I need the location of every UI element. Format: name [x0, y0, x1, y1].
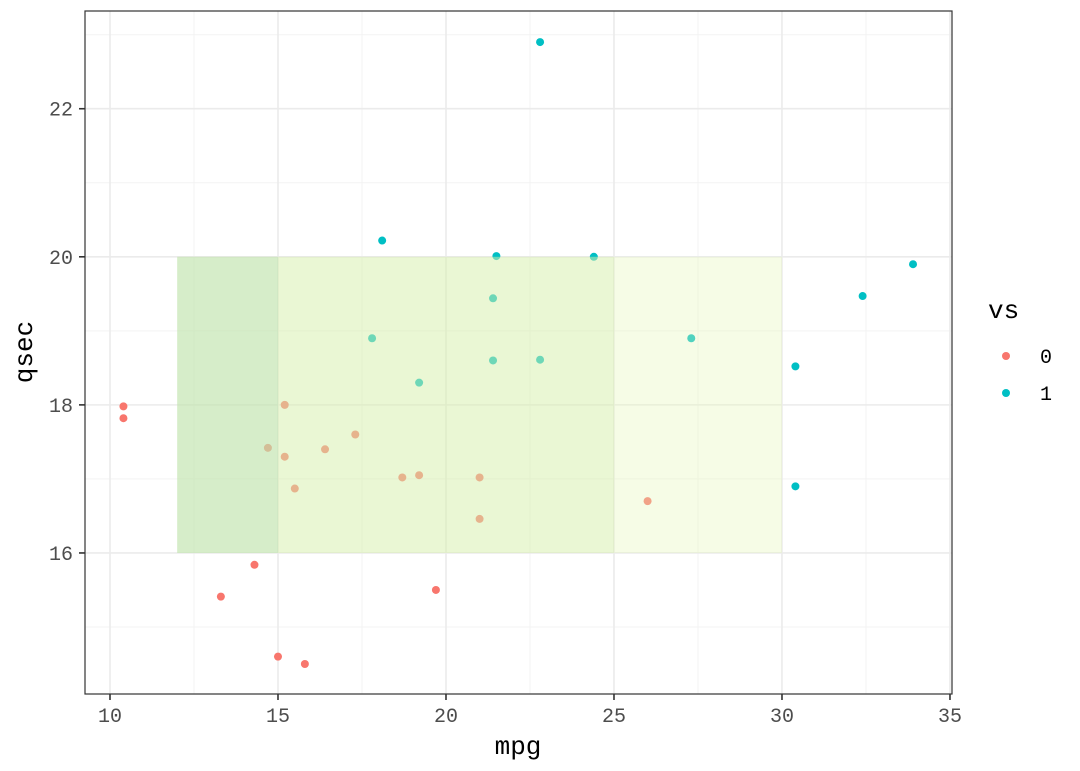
data-point-vs-1 — [791, 362, 800, 371]
data-point-vs-1 — [492, 252, 501, 261]
panel-border — [84, 10, 953, 695]
data-point-vs-0 — [398, 473, 407, 482]
y-tick-label: 20 — [49, 248, 73, 271]
shaded-region — [177, 256, 614, 553]
x-tick-label: 15 — [266, 706, 290, 729]
y-axis: 16 18 20 22 — [49, 100, 85, 567]
data-point-vs-1 — [858, 292, 867, 301]
x-tick-label: 35 — [938, 706, 962, 729]
data-points — [119, 38, 918, 669]
data-point-vs-1 — [368, 334, 377, 343]
data-point-vs-0 — [119, 414, 128, 423]
major-gridlines — [85, 11, 952, 694]
x-axis: 10 15 20 25 30 35 — [98, 694, 962, 729]
legend-key-0 — [1002, 352, 1010, 360]
x-tick-label: 10 — [98, 706, 122, 729]
y-axis-title: qsec — [10, 321, 40, 383]
data-point-vs-1 — [909, 260, 918, 269]
shaded-regions — [177, 256, 782, 553]
data-point-vs-1 — [415, 378, 424, 387]
data-point-vs-0 — [119, 402, 128, 411]
legend-title: vs — [988, 296, 1019, 326]
legend-key-1 — [1002, 389, 1010, 397]
data-point-vs-1 — [687, 334, 696, 343]
data-point-vs-0 — [273, 652, 282, 661]
data-point-vs-0 — [643, 497, 652, 506]
data-point-vs-0 — [280, 400, 289, 409]
y-tick-label: 22 — [49, 100, 73, 123]
y-tick-label: 16 — [49, 544, 73, 567]
data-point-vs-0 — [431, 585, 440, 594]
data-point-vs-1 — [489, 294, 498, 303]
x-tick-label: 25 — [602, 706, 626, 729]
data-point-vs-0 — [290, 484, 299, 493]
legend-label-0: 0 — [1040, 347, 1052, 370]
shaded-region — [177, 256, 782, 553]
legend: vs 01 — [988, 296, 1052, 407]
x-tick-label: 30 — [770, 706, 794, 729]
data-point-vs-0 — [415, 471, 424, 480]
data-point-vs-0 — [321, 445, 330, 454]
data-point-vs-1 — [589, 252, 598, 261]
panel-background — [85, 11, 952, 694]
data-point-vs-1 — [791, 482, 800, 491]
data-point-vs-1 — [378, 236, 387, 245]
x-axis-title: mpg — [495, 732, 542, 762]
data-point-vs-0 — [216, 592, 225, 601]
shaded-region — [177, 256, 278, 553]
data-point-vs-0 — [475, 473, 484, 482]
data-point-vs-1 — [489, 356, 498, 365]
data-point-vs-1 — [536, 355, 545, 364]
data-point-vs-0 — [475, 514, 484, 523]
y-tick-label: 18 — [49, 396, 73, 419]
data-point-vs-0 — [263, 443, 272, 452]
panel-border-rect — [84, 10, 953, 695]
data-point-vs-0 — [300, 660, 309, 669]
data-point-vs-0 — [250, 560, 259, 569]
data-point-vs-0 — [351, 430, 360, 439]
data-point-vs-1 — [536, 38, 545, 47]
legend-entries: 01 — [1002, 347, 1052, 407]
minor-gridlines — [85, 11, 952, 694]
plot-panel — [85, 11, 952, 694]
data-point-vs-0 — [280, 452, 289, 461]
x-tick-label: 20 — [434, 706, 458, 729]
legend-label-1: 1 — [1040, 384, 1052, 407]
